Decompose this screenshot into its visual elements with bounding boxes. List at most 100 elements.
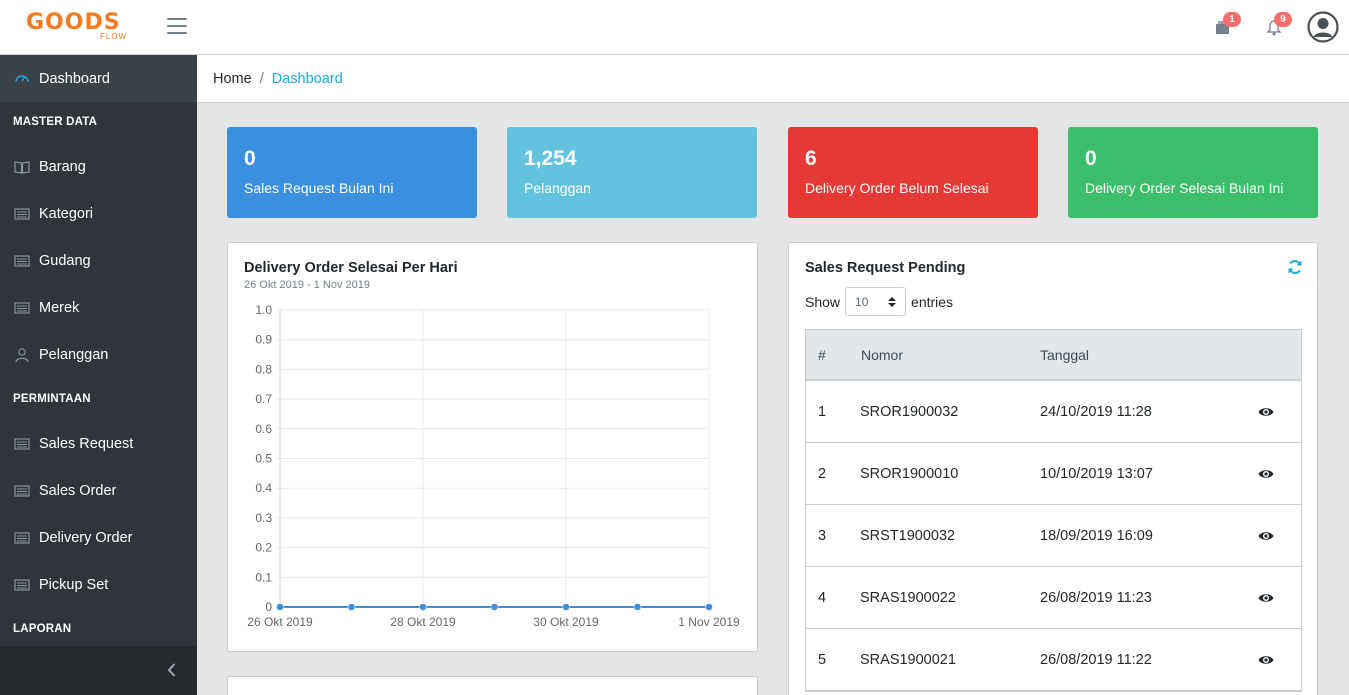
col-header-no[interactable]: # <box>818 347 826 363</box>
user-icon <box>15 347 29 362</box>
cell-no: 1 <box>818 404 827 420</box>
stat-value: 0 <box>244 147 256 170</box>
brand-logo[interactable]: GOODS FLOW <box>26 10 126 44</box>
sidebar-item-label: Barang <box>39 158 86 175</box>
cell-no: 5 <box>818 652 827 668</box>
list-icon <box>14 437 30 450</box>
speedometer-icon <box>15 74 29 82</box>
y-tick-label: 0.3 <box>255 511 272 525</box>
y-tick-label: 1.0 <box>255 303 272 317</box>
list-icon <box>14 484 30 497</box>
hamburger-icon <box>167 18 187 20</box>
y-tick-label: 0 <box>265 600 272 614</box>
avatar-icon[interactable] <box>1307 11 1339 43</box>
table-row: 2 SROR1900010 10/10/2019 13:07 <box>806 443 1301 505</box>
sidebar-item-label: Pickup Set <box>39 576 109 593</box>
stat-label: Pelanggan <box>524 180 591 196</box>
data-point <box>347 603 356 611</box>
sidebar-item-sales-order[interactable]: Sales Order <box>0 467 197 514</box>
sidebar-item-delivery-order[interactable]: Delivery Order <box>0 514 197 561</box>
stat-value: 6 <box>805 147 817 170</box>
cell-no: 2 <box>818 466 827 482</box>
x-tick-label: 28 Okt 2019 <box>390 615 456 629</box>
data-point <box>633 603 642 611</box>
y-tick-label: 0.5 <box>255 452 272 466</box>
cell-tanggal: 18/09/2019 16:09 <box>1040 528 1153 544</box>
stat-card-pelanggan: 1,254 Pelanggan <box>507 127 757 218</box>
cell-nomor: SRAS1900021 <box>860 652 956 668</box>
sidebar-minimizer[interactable] <box>0 646 197 695</box>
data-point <box>705 603 713 611</box>
table-row: 4 SRAS1900022 26/08/2019 11:23 <box>806 567 1301 629</box>
stat-card-delivery-done: 0 Delivery Order Selesai Bulan Ini <box>1068 127 1318 218</box>
eye-icon[interactable] <box>1258 653 1274 667</box>
y-tick-label: 0.8 <box>255 362 272 376</box>
cell-tanggal: 26/08/2019 11:22 <box>1040 652 1152 668</box>
sidebar-item-kategori[interactable]: Kategori <box>0 190 197 237</box>
list-icon <box>14 207 30 220</box>
show-label: Show <box>805 293 841 310</box>
sidebar-section-master-data: MASTER DATA <box>13 116 98 128</box>
sidebar-item-dashboard[interactable]: Dashboard <box>0 55 197 102</box>
col-header-nomor[interactable]: Nomor <box>861 347 904 363</box>
sidebar-item-pickup-set[interactable]: Pickup Set <box>0 561 197 608</box>
cart-badge: 1 <box>1223 12 1241 27</box>
sales-request-panel: Sales Request Pending Show 10 entries # … <box>788 242 1318 695</box>
cell-no: 3 <box>818 528 827 544</box>
breadcrumb-home[interactable]: Home <box>213 70 252 87</box>
sidebar-item-barang[interactable]: Barang <box>0 143 197 190</box>
table-row: 1 SROR1900032 24/10/2019 11:28 <box>806 381 1301 443</box>
cell-nomor: SRAS1900022 <box>860 590 956 606</box>
brand-name: GOODS <box>26 10 121 35</box>
eye-icon[interactable] <box>1258 467 1274 481</box>
y-tick-label: 0.6 <box>255 422 272 436</box>
entries-select[interactable]: 10 <box>845 287 907 316</box>
sidebar-item-pelanggan[interactable]: Pelanggan <box>0 331 197 378</box>
sidebar-item-merek[interactable]: Merek <box>0 284 197 331</box>
table-row: 3 SRST1900032 18/09/2019 16:09 <box>806 505 1301 567</box>
sidebar-item-gudang[interactable]: Gudang <box>0 237 197 284</box>
sidebar-item-label: Sales Order <box>39 482 117 499</box>
sidebar-item-sales-request[interactable]: Sales Request <box>0 420 197 467</box>
brand-subname: FLOW <box>100 32 128 41</box>
table-row: 5 SRAS1900021 26/08/2019 11:22 <box>806 629 1301 691</box>
stat-label: Sales Request Bulan Ini <box>244 180 394 196</box>
book-icon <box>14 160 30 174</box>
y-tick-label: 0.1 <box>255 570 272 584</box>
cell-no: 4 <box>818 590 827 606</box>
y-tick-label: 0.4 <box>255 481 272 495</box>
sidebar-item-label: Kategori <box>39 205 94 222</box>
cell-nomor: SRST1900032 <box>860 528 956 544</box>
y-tick-label: 0.2 <box>255 541 272 555</box>
eye-icon[interactable] <box>1258 591 1274 605</box>
sidebar-section-laporan: LAPORAN <box>13 623 72 635</box>
y-tick-label: 0.7 <box>255 392 272 406</box>
cell-nomor: SROR1900032 <box>860 404 959 420</box>
eye-icon[interactable] <box>1258 405 1274 419</box>
list-icon <box>14 301 30 314</box>
notifications-button[interactable]: 9 <box>1264 12 1292 40</box>
entries-control: Show 10 entries <box>805 287 953 316</box>
x-tick-label: 1 Nov 2019 <box>678 615 740 629</box>
list-icon <box>14 531 30 544</box>
breadcrumb-separator: / <box>259 70 264 87</box>
data-point <box>276 603 284 611</box>
top-header: GOODS FLOW 1 9 <box>0 0 1349 55</box>
cell-tanggal: 24/10/2019 11:28 <box>1040 404 1152 420</box>
col-header-tanggal[interactable]: Tanggal <box>1040 347 1090 363</box>
stat-label: Delivery Order Belum Selesai <box>805 180 989 196</box>
eye-icon[interactable] <box>1258 529 1274 543</box>
breadcrumb: Home / Dashboard <box>197 55 1349 103</box>
sidebar-item-label: Delivery Order <box>39 529 133 546</box>
cart-button[interactable]: 1 <box>1213 12 1241 40</box>
list-icon <box>14 578 30 591</box>
chart-subtitle: 26 Okt 2019 - 1 Nov 2019 <box>244 279 370 291</box>
refresh-icon[interactable] <box>1287 259 1303 275</box>
cell-tanggal: 10/10/2019 13:07 <box>1040 466 1153 482</box>
chart-title: Delivery Order Selesai Per Hari <box>244 260 458 276</box>
sidebar-item-label: Gudang <box>39 252 91 269</box>
cell-nomor: SROR1900010 <box>860 466 959 482</box>
bell-badge: 9 <box>1274 12 1292 27</box>
x-tick-label: 30 Okt 2019 <box>533 615 599 629</box>
sidebar-toggle-button[interactable] <box>167 18 187 36</box>
